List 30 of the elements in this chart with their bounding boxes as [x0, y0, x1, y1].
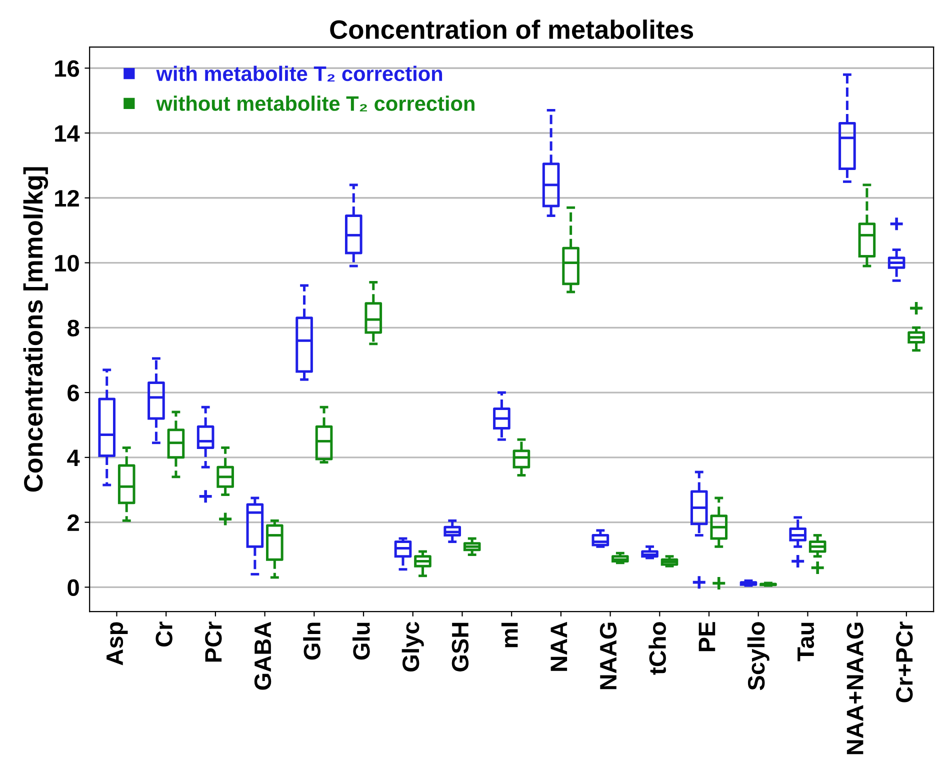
x-tick-label: Cr+PCr	[896, 622, 913, 702]
y-tick-label: 8	[67, 320, 80, 336]
legend-label: with metabolite T₂ correction	[156, 66, 442, 82]
y-tick-label: 2	[68, 514, 79, 531]
y-tick-label: 0	[68, 579, 79, 596]
y-tick-label: 4	[67, 450, 80, 466]
x-tick-label: GABA	[254, 622, 272, 690]
y-tick-label: 12	[55, 190, 79, 206]
x-tick-label: tCho	[648, 622, 666, 675]
legend-label: without metabolite T₂ correction	[156, 96, 474, 112]
x-tick-label: NAA+NAAG	[846, 622, 864, 754]
y-tick-label: 14	[55, 125, 80, 142]
chart-title: Concentration of metabolites	[330, 20, 694, 39]
y-axis-title: Concentrations [mmol/kg]	[23, 167, 48, 492]
x-tick-label: PE	[698, 622, 716, 652]
y-tick-label: 16	[55, 60, 80, 77]
x-tick-label: Scyllo	[747, 622, 770, 690]
x-tick-label: mI	[501, 622, 518, 648]
x-tick-label: Asp	[106, 622, 128, 666]
x-tick-label: Tau	[798, 622, 814, 662]
y-tick-label: 6	[68, 384, 80, 402]
x-tick-label: NAAG	[600, 622, 617, 690]
x-tick-label: Glu	[352, 622, 370, 660]
x-tick-label: Cr	[156, 622, 172, 647]
y-tick-label: 10	[55, 254, 79, 272]
x-tick-label: NAA	[550, 622, 568, 671]
x-tick-label: PCr	[205, 622, 222, 662]
x-tick-label: GSH	[452, 622, 469, 672]
x-tick-label: Glyc	[402, 622, 424, 672]
x-tick-label: Gln	[303, 622, 320, 660]
